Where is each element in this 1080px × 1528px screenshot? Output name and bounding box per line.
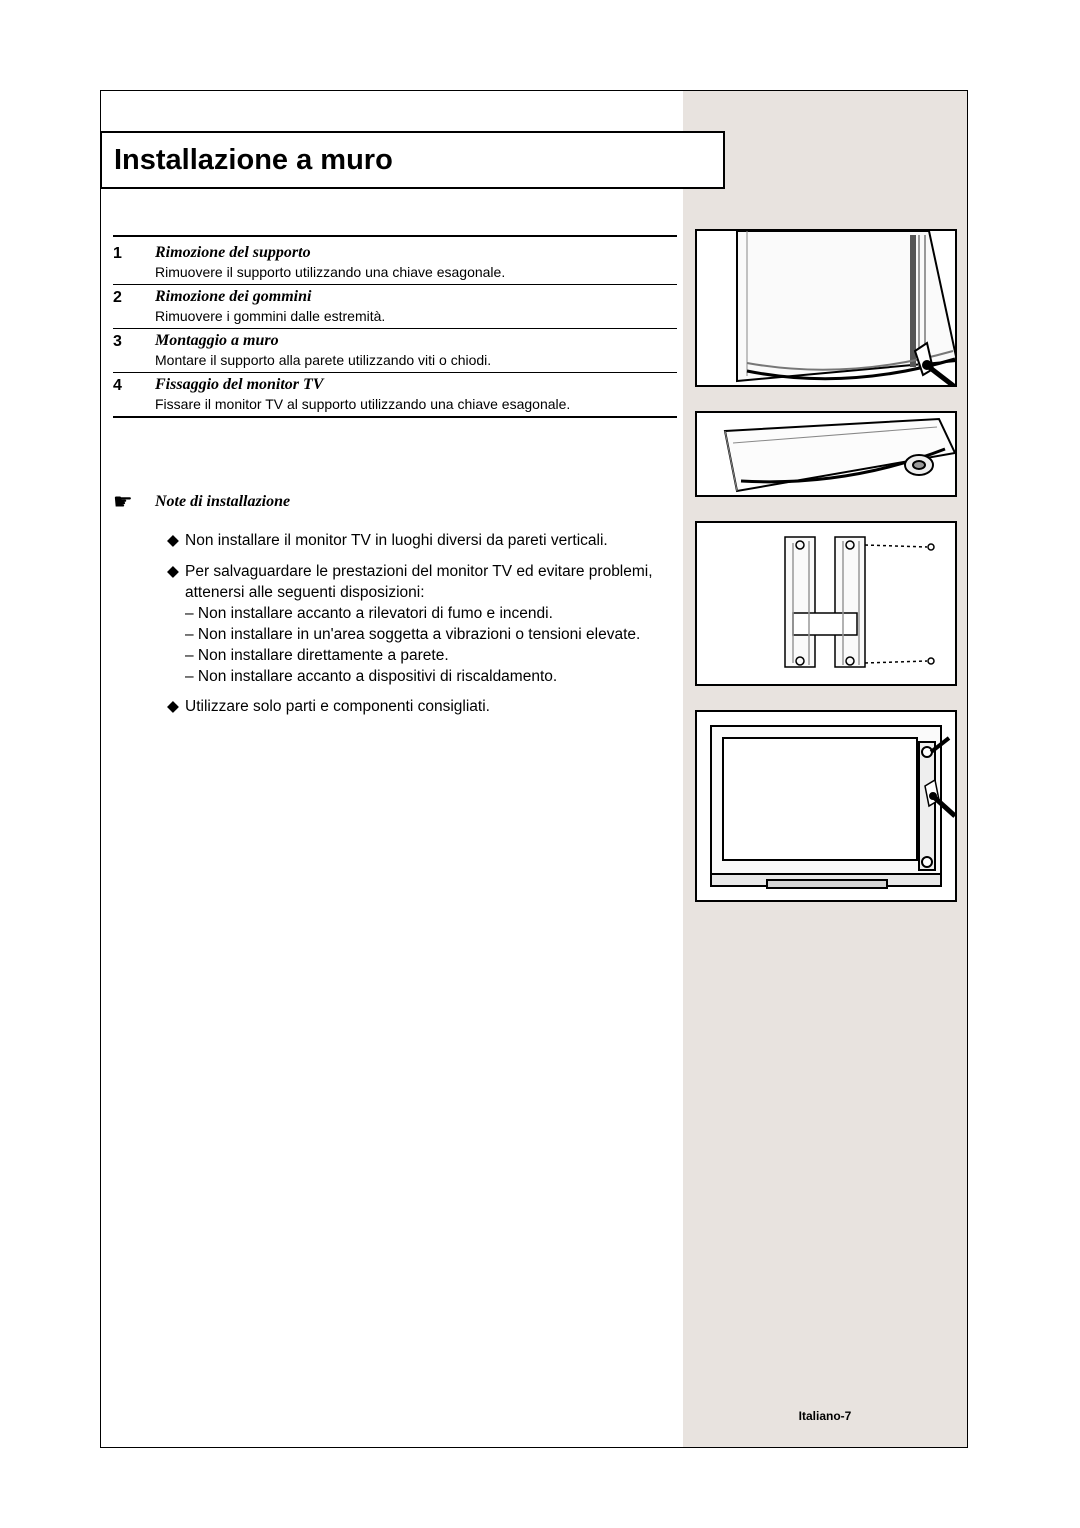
tv-mount-illustration <box>697 712 957 902</box>
note-item: ◆ Utilizzare solo parti e componenti con… <box>167 697 677 718</box>
page-number: Italiano-7 <box>683 1409 967 1423</box>
figure-1 <box>695 229 957 387</box>
step-title: Montaggio a muro <box>155 332 677 350</box>
note-lead: Per salvaguardare le prestazioni del mon… <box>185 563 653 601</box>
sub-note: – Non installare accanto a dispositivi d… <box>185 667 677 688</box>
step-number: 1 <box>113 244 155 280</box>
notes-header: ☛ Note di installazione <box>113 489 677 515</box>
note-item: ◆ Per salvaguardare le prestazioni del m… <box>167 562 677 688</box>
note-item: ◆ Non installare il monitor TV in luoghi… <box>167 531 677 552</box>
step-item: 3 Montaggio a muro Montare il supporto a… <box>113 329 677 373</box>
note-text: Non installare il monitor TV in luoghi d… <box>185 531 677 552</box>
sub-note: – Non installare accanto a rilevatori di… <box>185 604 677 625</box>
steps-top-rule <box>113 235 677 237</box>
page-title: Installazione a muro <box>114 144 393 177</box>
step-desc: Montare il supporto alla parete utilizza… <box>155 352 677 368</box>
figure-4 <box>695 710 957 902</box>
figure-3 <box>695 521 957 686</box>
bullet-icon: ◆ <box>167 697 185 718</box>
note-text: Utilizzare solo parti e componenti consi… <box>185 697 677 718</box>
step-item: 2 Rimozione dei gommini Rimuovere i gomm… <box>113 285 677 329</box>
steps-list: 1 Rimozione del supporto Rimuovere il su… <box>113 235 677 418</box>
step-number: 2 <box>113 288 155 324</box>
bullet-icon: ◆ <box>167 562 185 688</box>
pointer-icon: ☛ <box>113 489 155 515</box>
step-desc: Fissare il monitor TV al supporto utiliz… <box>155 396 677 412</box>
step-item: 1 Rimozione del supporto Rimuovere il su… <box>113 241 677 285</box>
step-number: 3 <box>113 332 155 368</box>
step-title: Rimozione del supporto <box>155 244 677 262</box>
step-desc: Rimuovere i gommini dalle estremità. <box>155 308 677 324</box>
step-title: Fissaggio del monitor TV <box>155 376 677 394</box>
step-title: Rimozione dei gommini <box>155 288 677 306</box>
figure-2 <box>695 411 957 497</box>
step-item: 4 Fissaggio del monitor TV Fissare il mo… <box>113 373 677 418</box>
rubber-feet-illustration <box>697 413 957 497</box>
page-frame: Italiano-7 Installazione a muro 1 Rimozi… <box>100 90 968 1448</box>
tv-stand-illustration <box>697 231 957 387</box>
bullet-icon: ◆ <box>167 531 185 552</box>
step-number: 4 <box>113 376 155 412</box>
notes-title: Note di installazione <box>155 493 290 511</box>
sub-note: – Non installare in un'area soggetta a v… <box>185 625 677 646</box>
sub-note: – Non installare direttamente a parete. <box>185 646 677 667</box>
wall-mount-illustration <box>697 523 957 686</box>
title-box: Installazione a muro <box>100 131 725 189</box>
note-text: Per salvaguardare le prestazioni del mon… <box>185 562 677 688</box>
step-desc: Rimuovere il supporto utilizzando una ch… <box>155 264 677 280</box>
notes-list: ◆ Non installare il monitor TV in luoghi… <box>113 531 677 718</box>
notes-section: ☛ Note di installazione ◆ Non installare… <box>113 489 677 728</box>
figures-column <box>695 229 957 926</box>
